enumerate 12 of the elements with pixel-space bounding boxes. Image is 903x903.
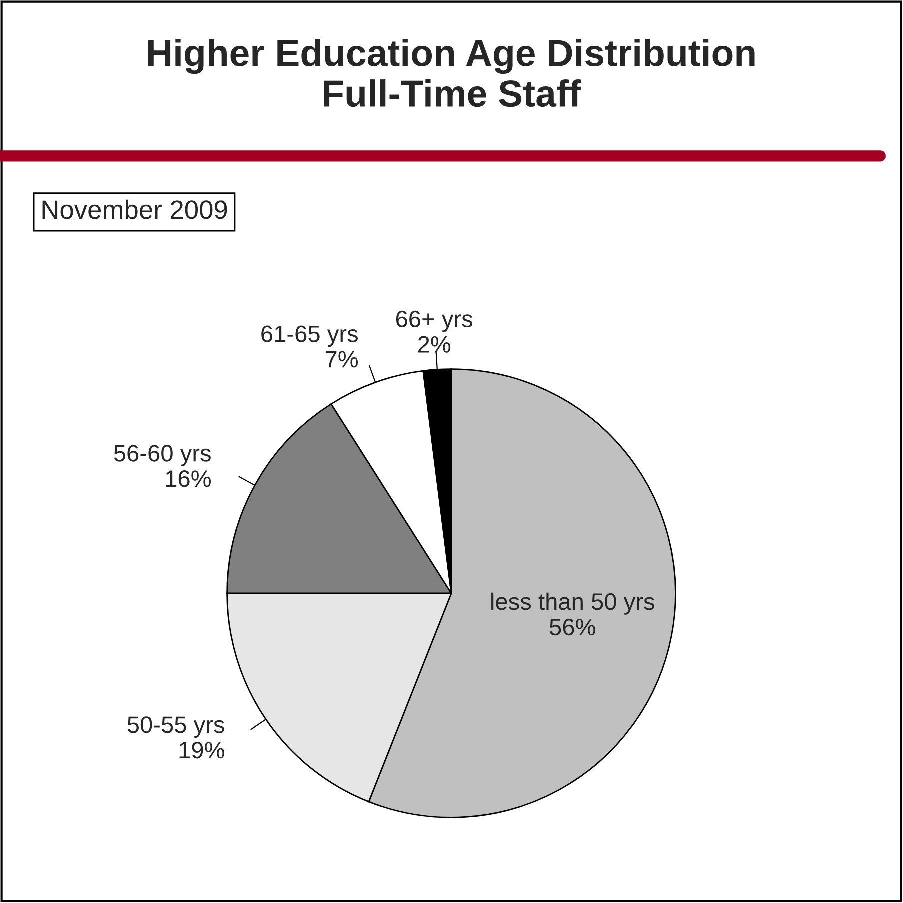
data-label: 16% [166, 470, 211, 488]
data-label: 19% [180, 742, 224, 759]
slice-label: 50-55 yrs [128, 716, 224, 738]
slice-label: 66+ yrs [396, 310, 473, 332]
data-label: 7% [326, 351, 358, 368]
chart-subtitle: November 2009 [42, 200, 228, 220]
slice-label: 56-60 yrs [114, 445, 211, 466]
data-label: 56% [550, 618, 596, 636]
slice-label: 61-65 yrs [262, 326, 358, 348]
data-label: 2% [418, 336, 451, 353]
chart-title: Higher Education Age Distribution Full-Time Staff [148, 39, 755, 108]
slice-label: less than 50 yrs [492, 592, 654, 615]
